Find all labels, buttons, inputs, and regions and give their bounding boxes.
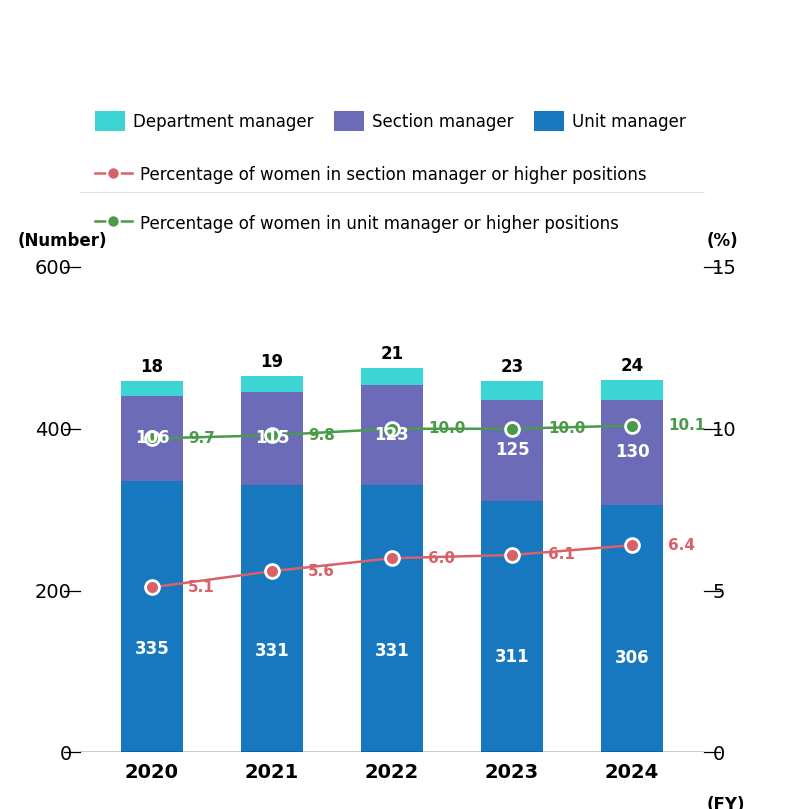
- Text: 125: 125: [494, 441, 530, 460]
- Bar: [361, 485, 423, 752]
- Text: 9.7: 9.7: [188, 431, 215, 446]
- Bar: [481, 381, 543, 400]
- Legend: Percentage of women in unit manager or higher positions: Percentage of women in unit manager or h…: [88, 208, 626, 239]
- Text: 6.4: 6.4: [668, 538, 695, 553]
- Bar: [601, 400, 663, 505]
- Bar: [121, 381, 183, 396]
- Text: 306: 306: [614, 650, 650, 667]
- Bar: [241, 376, 303, 392]
- Bar: [481, 400, 543, 501]
- Text: 10.1: 10.1: [668, 418, 706, 433]
- Text: 10.0: 10.0: [428, 421, 466, 436]
- Text: 331: 331: [254, 642, 290, 659]
- Bar: [121, 396, 183, 481]
- Text: 6.0: 6.0: [428, 551, 455, 565]
- Bar: [241, 392, 303, 485]
- Text: 5.1: 5.1: [188, 580, 214, 595]
- Text: 311: 311: [494, 648, 530, 666]
- Text: (FY): (FY): [707, 796, 746, 809]
- Text: 23: 23: [500, 358, 524, 376]
- Text: (%): (%): [707, 232, 738, 250]
- Text: (Number): (Number): [18, 232, 107, 250]
- Text: 106: 106: [134, 430, 170, 447]
- Text: 5.6: 5.6: [308, 564, 335, 578]
- Text: 331: 331: [374, 642, 410, 659]
- Text: 123: 123: [374, 426, 410, 444]
- Text: 10.0: 10.0: [548, 421, 586, 436]
- Bar: [601, 505, 663, 752]
- Bar: [601, 380, 663, 400]
- Bar: [361, 368, 423, 385]
- Text: 19: 19: [261, 354, 283, 371]
- Text: 130: 130: [614, 443, 650, 461]
- Bar: [361, 385, 423, 485]
- Bar: [481, 501, 543, 752]
- Text: 335: 335: [134, 641, 170, 659]
- Bar: [241, 485, 303, 752]
- Text: 21: 21: [381, 345, 403, 363]
- Text: 24: 24: [620, 358, 644, 375]
- Text: 115: 115: [254, 429, 290, 447]
- Text: 18: 18: [141, 358, 163, 376]
- Text: 6.1: 6.1: [548, 548, 575, 562]
- Bar: [121, 481, 183, 752]
- Text: 9.8: 9.8: [308, 428, 335, 443]
